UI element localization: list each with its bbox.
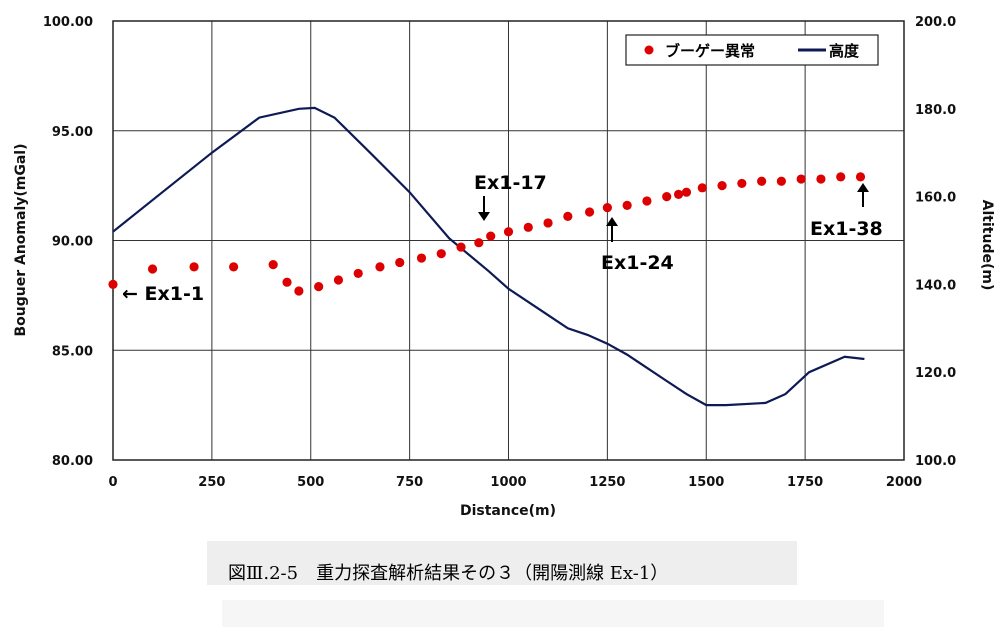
- bouguer-anomaly-points: [108, 172, 866, 296]
- anomaly-point: [282, 277, 292, 287]
- y-left-tick-label: 85.00: [52, 344, 93, 359]
- anomaly-point: [395, 257, 405, 268]
- anomaly-point: [836, 172, 846, 182]
- figure-caption: 図Ⅲ.2-5 重力探査解析結果その３（開陽測線 Ex-1）: [228, 563, 669, 584]
- x-tick-label: 0: [108, 475, 117, 490]
- anomaly-point: [796, 174, 806, 184]
- legend: ブーゲー異常 高度: [625, 34, 879, 66]
- x-tick-label: 1000: [490, 475, 526, 490]
- annotation-ex1-1: ← Ex1-1: [122, 283, 204, 305]
- annotation-ex1-24-arrowhead: [606, 217, 618, 226]
- anomaly-point: [456, 242, 466, 252]
- annotation-ex1-38-arrowhead: [857, 183, 869, 192]
- y-right-axis-title: Altitude(m): [979, 200, 995, 291]
- y-right-tick-label: 200.0: [915, 15, 956, 30]
- anomaly-point: [108, 279, 118, 289]
- y-left-tick-label: 80.00: [52, 454, 93, 469]
- anomaly-point: [681, 187, 692, 197]
- anomaly-point: [662, 192, 672, 202]
- anomaly-point: [474, 238, 484, 248]
- anomaly-point: [642, 196, 652, 206]
- anomaly-point: [816, 174, 826, 184]
- anomaly-point: [584, 207, 595, 217]
- anomaly-point: [436, 249, 446, 259]
- anomaly-point: [486, 231, 496, 241]
- annotation-ex1-17: Ex1-17: [474, 172, 547, 194]
- x-tick-label: 1750: [787, 475, 823, 490]
- x-tick-label: 500: [297, 475, 324, 490]
- caption-background: [207, 541, 797, 585]
- anomaly-point: [855, 172, 866, 182]
- legend-label-anomaly: ブーゲー異常: [665, 42, 755, 60]
- y-left-axis-ticks: 80.00 85.00 90.00 95.00 100.00: [43, 15, 93, 469]
- legend-box: [625, 34, 879, 66]
- anomaly-point: [673, 189, 684, 200]
- anomaly-point: [147, 264, 158, 274]
- anomaly-point: [503, 227, 514, 237]
- y-right-tick-label: 140.0: [915, 278, 956, 293]
- legend-marker-anomaly: [644, 45, 654, 55]
- y-left-tick-label: 90.00: [52, 235, 93, 250]
- annotation-ex1-24: Ex1-24: [601, 252, 674, 274]
- y-left-axis-title: Bouguer Anomaly(mGal): [13, 143, 29, 336]
- y-right-tick-label: 180.0: [915, 103, 956, 118]
- scan-artifact-white-1: [912, 152, 958, 178]
- y-right-tick-label: 120.0: [915, 366, 956, 381]
- anomaly-point: [697, 183, 707, 193]
- annotations: ← Ex1-1 Ex1-17 Ex1-24 Ex1-38: [122, 172, 883, 305]
- anomaly-point: [737, 178, 747, 189]
- chart: 0 250 500 750 1000 1250 1500 1750 2000 80.00 85.0…: [13, 15, 995, 519]
- anomaly-point: [229, 262, 239, 272]
- anomaly-point: [268, 260, 278, 270]
- anomaly-point: [563, 211, 573, 221]
- anomaly-point: [353, 268, 363, 279]
- y-left-tick-label: 100.00: [43, 15, 93, 30]
- anomaly-point: [622, 200, 632, 210]
- anomaly-point: [375, 262, 385, 272]
- anomaly-point: [314, 281, 324, 292]
- plot-frame: [112, 20, 905, 461]
- x-tick-label: 2000: [886, 475, 922, 490]
- anomaly-point: [757, 176, 767, 186]
- anomaly-point: [776, 176, 786, 186]
- annotation-ex1-38: Ex1-38: [810, 218, 883, 240]
- scan-artifact-white-2: [816, 378, 856, 424]
- x-tick-label: 750: [396, 475, 423, 490]
- legend-label-altitude: 高度: [829, 42, 860, 60]
- x-tick-label: 1250: [589, 475, 625, 490]
- x-axis-title: Distance(m): [460, 503, 556, 519]
- anomaly-point: [294, 286, 304, 296]
- x-tick-label: 1500: [688, 475, 724, 490]
- altitude-line: [112, 106, 865, 407]
- y-right-tick-label: 100.0: [915, 454, 956, 469]
- anomaly-point: [543, 218, 553, 228]
- anomaly-point: [602, 202, 612, 213]
- x-tick-label: 250: [198, 475, 225, 490]
- anomaly-point: [717, 181, 727, 191]
- anomaly-point: [523, 222, 533, 232]
- x-axis-ticks: 0 250 500 750 1000 1250 1500 1750 2000: [108, 475, 922, 490]
- annotation-ex1-17-arrowhead: [478, 212, 490, 221]
- anomaly-point: [416, 253, 427, 263]
- anomaly-point: [333, 275, 344, 285]
- bottom-scan-strip: [222, 600, 884, 627]
- anomaly-point: [189, 262, 199, 272]
- y-right-axis-ticks: 100.0 120.0 140.0 160.0 180.0 200.0: [915, 15, 956, 469]
- y-right-tick-label: 160.0: [915, 191, 956, 206]
- y-left-tick-label: 95.00: [52, 125, 93, 140]
